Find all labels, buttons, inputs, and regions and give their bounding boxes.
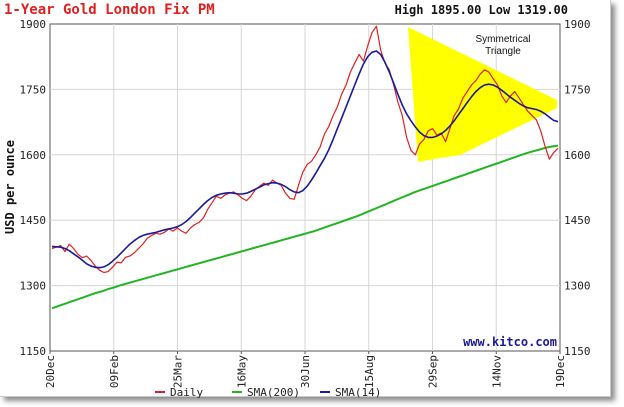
triangle-upper xyxy=(408,27,557,159)
legend-sma14-label: SMA(14) xyxy=(335,386,381,399)
legend-daily-label: Daily xyxy=(170,386,203,399)
x-tick-label: 30Jun xyxy=(299,355,312,388)
x-tick-label: 16May xyxy=(235,355,248,388)
triangle-annotation-line1: Symmetrical xyxy=(475,34,530,45)
series-line-daily xyxy=(51,25,559,274)
x-tick-label: 25Mar xyxy=(172,355,185,388)
y-ticks-right: 1900 1750 1600 1450 1300 1150 xyxy=(564,18,591,358)
y-tick-right: 1900 xyxy=(564,18,591,31)
high-low-label: High 1895.00 Low 1319.00 xyxy=(395,3,568,17)
x-tick-label: 15Aug xyxy=(363,355,376,388)
y-axis-label: USD per ounce xyxy=(3,140,17,234)
series-line-sma200 xyxy=(51,144,559,310)
series-layer xyxy=(51,25,559,310)
x-tick-label: 14Nov xyxy=(490,355,503,388)
y-tick-right: 1600 xyxy=(564,149,591,162)
y-tick-right: 1150 xyxy=(564,345,591,358)
legend: Daily SMA(200) SMA(14) xyxy=(155,386,381,399)
triangle-base xyxy=(434,100,557,159)
y-tick-left: 1150 xyxy=(20,345,47,358)
y-tick-left: 1300 xyxy=(20,280,47,293)
y-tick-left: 1600 xyxy=(20,149,47,162)
x-tick-label: 09Feb xyxy=(108,355,121,388)
y-tick-left: 1450 xyxy=(20,214,47,227)
y-tick-right: 1450 xyxy=(564,214,591,227)
grid xyxy=(50,24,560,351)
x-tick-label: 29Sep xyxy=(427,355,440,388)
chart-title: 1-Year Gold London Fix PM xyxy=(4,2,215,18)
y-tick-left: 1900 xyxy=(20,18,47,31)
legend-sma200-label: SMA(200) xyxy=(247,386,300,399)
series-line-sma14 xyxy=(51,50,559,269)
watermark: www.kitco.com xyxy=(463,335,557,349)
y-tick-left: 1750 xyxy=(20,83,47,96)
x-tick-label: 20Dec xyxy=(44,355,57,388)
x-ticks: 20Dec 09Feb 25Mar 16May 30Jun 15Aug 29Sep 14Nov… xyxy=(44,351,567,388)
y-tick-right: 1750 xyxy=(564,83,591,96)
y-ticks-left: 1900 1750 1600 1450 1300 1150 xyxy=(20,18,47,358)
y-tick-right: 1300 xyxy=(564,280,591,293)
triangle-annotation-line2: Triangle xyxy=(485,46,521,57)
triangle-lower xyxy=(408,27,434,162)
x-tick-label: 19Dec xyxy=(554,355,567,388)
